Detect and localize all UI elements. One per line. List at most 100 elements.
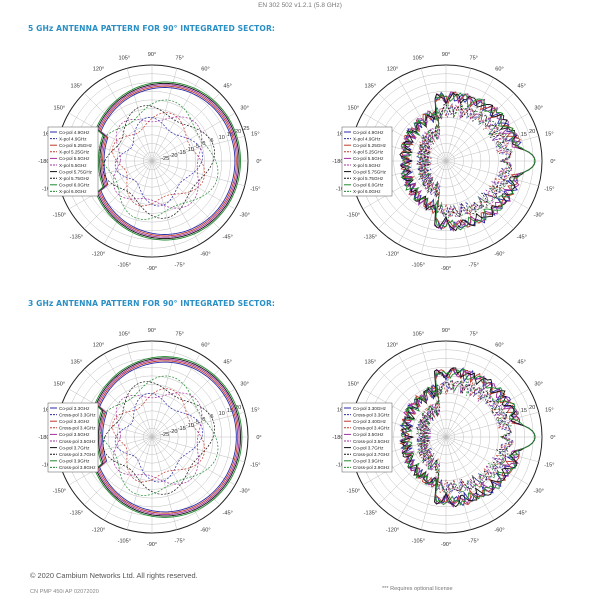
radial-tick-label: 20	[235, 405, 241, 411]
angle-tick-label: -105°	[118, 262, 131, 268]
legend-label: Cross-pol 3.5GHz	[59, 439, 96, 444]
radial-tick-label: -10	[186, 423, 194, 429]
angle-tick-label: -180°	[332, 435, 345, 441]
angle-tick-label: 60°	[201, 342, 209, 348]
series-trace	[99, 85, 237, 237]
angle-tick-label: -90°	[147, 266, 157, 272]
radial-tick-label: -15	[178, 150, 186, 156]
legend-label: X-pol 5.25GHz	[59, 150, 90, 155]
angle-tick-label: 15°	[251, 131, 259, 137]
polar-grid-spoke	[445, 160, 515, 230]
polar-grid-spoke	[83, 436, 153, 506]
series-trace	[100, 87, 236, 235]
angle-tick-label: 45°	[223, 83, 231, 89]
radial-tick-label: -15	[178, 426, 186, 432]
radial-tick-label: 25	[243, 126, 249, 132]
angle-tick-label: 135°	[365, 83, 377, 89]
angle-tick-label: -180°	[332, 159, 345, 165]
series-trace	[399, 91, 536, 232]
angle-tick-label: -45°	[222, 235, 232, 241]
radial-tick-label: 10	[513, 135, 519, 141]
angle-tick-label: -60°	[200, 252, 210, 258]
polar-chart-5ghz-sector: 0°15°30°45°60°75°90°105°120°135°150°165°…	[38, 52, 261, 272]
legend-label: Co-pol 3.3GHz	[59, 406, 90, 411]
polar-grid-spoke	[445, 436, 539, 463]
polar-grid-spoke	[68, 160, 153, 210]
legend-label: Co-pol 3.7GHz	[353, 445, 384, 450]
angle-tick-label: -105°	[118, 538, 131, 544]
series-trace	[415, 380, 511, 493]
polar-grid-spoke	[377, 368, 447, 438]
angle-tick-label: -120°	[92, 252, 105, 258]
polar-grid-spoke	[83, 92, 153, 162]
polar-grid-spoke	[151, 160, 221, 230]
legend-label: Cross-pol 3.4GHz	[59, 426, 96, 431]
legend-label: Co-pol 5.75GHz	[59, 169, 93, 174]
angle-tick-label: 30°	[240, 106, 248, 112]
angle-tick-label: 135°	[71, 359, 83, 365]
legend-label: X-pol 6.0GHz	[59, 189, 87, 194]
legend-label: X-pol 5.75GHz	[353, 176, 384, 181]
angle-tick-label: -15°	[250, 463, 260, 469]
series-trace	[113, 116, 203, 209]
radial-tick-label: -10	[186, 147, 194, 153]
license-note: *** Requires optional license	[382, 586, 453, 592]
radial-tick-label: -20	[169, 153, 177, 159]
polar-grid-spoke	[445, 344, 472, 438]
polar-grid-spoke	[420, 436, 447, 530]
angle-tick-label: 0°	[256, 159, 261, 165]
angle-tick-label: -135°	[364, 235, 377, 241]
series-trace	[112, 112, 206, 207]
angle-tick-label: -90°	[441, 266, 451, 272]
polar-grid-spoke	[445, 68, 472, 162]
polar-grid-spoke	[83, 160, 153, 230]
polar-grid-spoke	[68, 436, 153, 486]
angle-tick-label: -120°	[386, 252, 399, 258]
angle-tick-label: -60°	[494, 252, 504, 258]
legend-label: Cross-pol 3.7GHz	[353, 452, 390, 457]
polar-grid-spoke	[445, 135, 539, 162]
angle-tick-label: 60°	[495, 342, 503, 348]
legend-label: Co-pol 6.0GHz	[59, 183, 90, 188]
polar-grid-spoke	[397, 436, 447, 521]
series-trace	[99, 375, 219, 496]
radial-tick-label: 5	[210, 138, 213, 144]
angle-tick-label: -15°	[544, 187, 554, 193]
polar-grid-spoke	[445, 160, 472, 254]
legend-label: Co-pol 5.75GHz	[353, 169, 387, 174]
angle-tick-label: -150°	[347, 213, 360, 219]
standard-note: EN 302 502 v1.2.1 (5.8 GHz)	[258, 2, 342, 9]
radial-tick-label: 20	[235, 129, 241, 135]
polar-grid-spoke	[445, 160, 530, 210]
polar-grid-spoke	[445, 368, 515, 438]
angle-tick-label: -180°	[38, 159, 51, 165]
angle-tick-label: -150°	[53, 489, 66, 495]
polar-grid-spoke	[362, 436, 447, 486]
angle-tick-label: 75°	[175, 56, 183, 62]
angle-tick-label: 15°	[545, 131, 553, 137]
polar-grid-spoke	[126, 436, 153, 530]
legend-label: Cross-pol 3.3GHz	[59, 412, 96, 417]
polar-grid-spoke	[445, 160, 495, 245]
radial-tick-label: 5	[504, 138, 507, 144]
polar-grid-spoke	[126, 160, 153, 254]
angle-tick-label: -135°	[70, 235, 83, 241]
angle-tick-label: -30°	[534, 213, 544, 219]
angle-tick-label: -30°	[240, 489, 250, 495]
radial-tick-label: 0	[202, 417, 205, 423]
angle-tick-label: -180°	[38, 435, 51, 441]
polar-grid-spoke	[103, 160, 153, 245]
legend-label: X-pol 5.25GHz	[353, 150, 384, 155]
legend-label: X-pol 4.9GHz	[353, 136, 381, 141]
legend-label: Co-pol 3.9GHz	[59, 459, 90, 464]
radial-tick-label: -20	[169, 429, 177, 435]
legend-label: Co-pol 4.9GHz	[59, 130, 90, 135]
angle-tick-label: -45°	[516, 511, 526, 517]
angle-tick-label: 45°	[223, 359, 231, 365]
angle-tick-label: -150°	[347, 489, 360, 495]
series-trace	[97, 360, 239, 514]
polar-grid-spoke	[445, 388, 530, 438]
angle-tick-label: 105°	[413, 56, 425, 62]
angle-tick-label: 45°	[517, 83, 525, 89]
radial-tick-label: 15	[227, 132, 233, 138]
